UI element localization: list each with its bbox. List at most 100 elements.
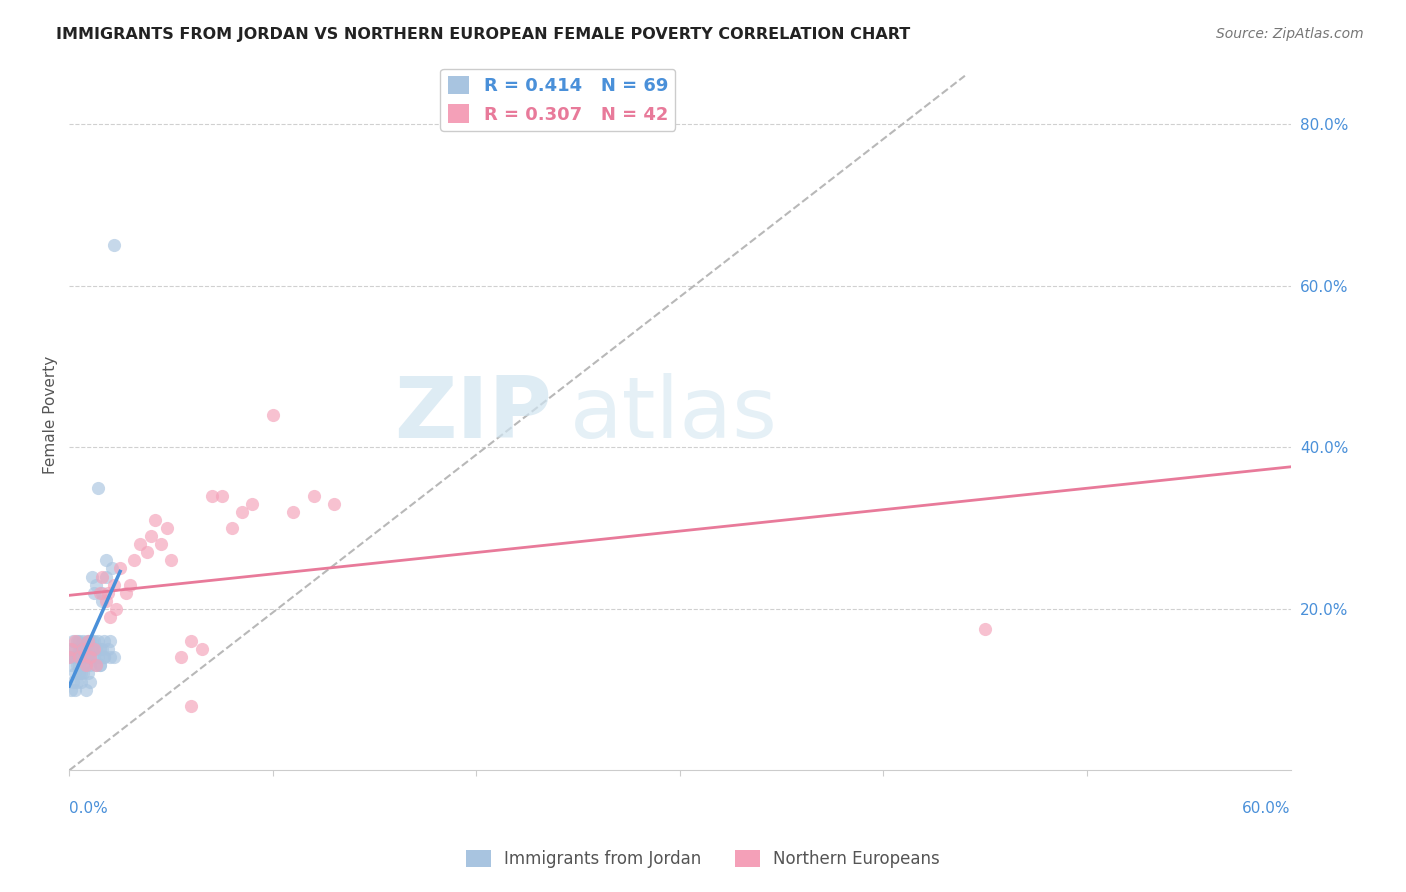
Point [76,666,98,681]
Point [93,650,115,665]
Point [90,585,112,599]
Point [84,658,107,673]
Point [103,238,125,252]
Point [242,497,264,511]
Point [231,505,253,519]
Point [80,569,103,583]
Point [80,642,103,657]
Point [70,650,93,665]
Text: atlas: atlas [569,374,778,457]
Point [93,634,115,648]
Point [139,529,162,543]
Point [58,650,80,665]
Point [75,682,97,697]
Point [180,698,202,713]
Point [302,489,325,503]
Point [190,642,212,657]
Point [83,634,105,648]
Point [79,674,101,689]
Point [67,642,90,657]
Point [201,489,224,503]
Point [84,642,107,657]
Point [87,634,110,648]
Point [974,622,997,636]
Point [89,658,111,673]
Point [281,505,304,519]
Point [98,634,121,648]
Point [60,642,83,657]
Legend: R = 0.414   N = 69, R = 0.307   N = 42: R = 0.414 N = 69, R = 0.307 N = 42 [440,69,675,131]
Point [97,642,120,657]
Point [72,642,94,657]
Point [66,658,89,673]
Point [103,577,125,591]
Point [105,602,128,616]
Point [101,561,124,575]
Point [94,553,117,567]
Point [66,634,89,648]
Point [76,634,98,648]
Y-axis label: Female Poverty: Female Poverty [44,356,58,475]
Point [65,650,87,665]
Point [160,553,183,567]
Point [58,650,80,665]
Point [170,650,193,665]
Text: Source: ZipAtlas.com: Source: ZipAtlas.com [1216,27,1364,41]
Point [70,674,93,689]
Point [83,585,105,599]
Point [94,569,117,583]
Point [120,577,142,591]
Point [65,682,87,697]
Point [221,521,243,535]
Point [60,682,83,697]
Point [72,634,94,648]
Point [149,537,172,551]
Point [93,650,115,665]
Point [65,634,87,648]
Point [180,634,202,648]
Point [115,585,138,599]
Point [79,650,101,665]
Point [67,634,90,648]
Point [65,642,87,657]
Point [262,408,284,422]
Point [70,666,93,681]
Text: 60.0%: 60.0% [1241,801,1291,816]
Point [79,650,101,665]
Point [124,553,146,567]
Point [211,489,233,503]
Point [98,650,121,665]
Point [108,561,131,575]
Point [76,634,98,648]
Point [75,658,97,673]
Point [90,593,112,607]
Point [83,650,105,665]
Point [89,585,111,599]
Point [76,642,98,657]
Legend: Immigrants from Jordan, Northern Europeans: Immigrants from Jordan, Northern Europea… [460,843,946,875]
Point [129,537,152,551]
Point [75,642,97,657]
Point [79,658,101,673]
Point [103,650,125,665]
Point [90,642,112,657]
Point [87,650,110,665]
Point [72,642,94,657]
Point [87,481,110,495]
Point [89,658,111,673]
Point [84,658,107,673]
Point [97,585,120,599]
Point [67,658,90,673]
Text: ZIP: ZIP [394,374,551,457]
Point [75,658,97,673]
Point [62,650,84,665]
Text: IMMIGRANTS FROM JORDAN VS NORTHERN EUROPEAN FEMALE POVERTY CORRELATION CHART: IMMIGRANTS FROM JORDAN VS NORTHERN EUROP… [56,27,911,42]
Point [72,666,94,681]
Point [75,650,97,665]
Point [98,610,121,624]
Point [72,658,94,673]
Text: 0.0%: 0.0% [69,801,108,816]
Point [94,593,117,607]
Point [84,577,107,591]
Point [143,513,166,527]
